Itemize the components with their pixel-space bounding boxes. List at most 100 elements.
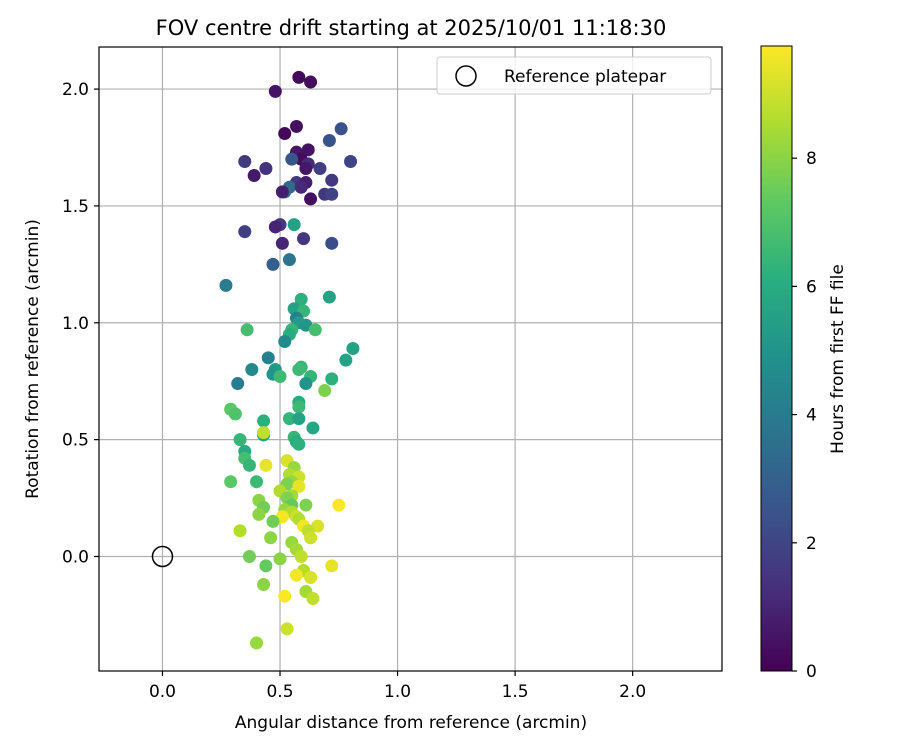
data-point	[266, 257, 280, 271]
chart-title: FOV centre drift starting at 2025/10/01 …	[156, 16, 667, 40]
colorbar-tick-label: 4	[806, 406, 817, 426]
data-point	[304, 571, 318, 585]
x-tick-label: 1.5	[502, 682, 529, 702]
data-point	[306, 592, 320, 606]
data-point	[219, 278, 233, 292]
data-point	[304, 531, 318, 545]
data-point	[325, 187, 339, 201]
data-point	[257, 578, 271, 592]
data-point	[325, 559, 339, 573]
data-point	[292, 400, 306, 414]
legend: Reference platepar	[436, 56, 712, 95]
data-point	[285, 152, 299, 166]
data-point	[280, 622, 294, 636]
data-point	[242, 549, 256, 563]
data-point	[224, 475, 238, 489]
data-point	[259, 458, 273, 472]
data-point	[278, 589, 292, 603]
data-point	[231, 377, 245, 391]
data-point	[344, 155, 358, 169]
data-point	[325, 372, 339, 386]
data-point	[289, 568, 303, 582]
data-point	[346, 341, 360, 355]
data-point	[294, 549, 308, 563]
data-point	[257, 426, 271, 440]
y-tick-label: 1.0	[62, 314, 89, 334]
data-point	[275, 236, 289, 250]
colorbar-tick-label: 6	[806, 277, 817, 297]
data-point	[228, 407, 242, 421]
data-point	[339, 353, 353, 367]
plot-frame	[98, 46, 723, 672]
data-point	[259, 162, 273, 176]
data-point	[306, 421, 320, 435]
colorbar: 0 2 4 6 8 Hours from first FF file	[760, 45, 848, 682]
y-tick-label: 1.5	[62, 197, 89, 217]
data-point	[278, 334, 292, 348]
data-point	[238, 225, 252, 239]
data-point	[240, 323, 254, 337]
y-tick-label: 0.0	[62, 547, 89, 567]
data-point	[233, 433, 247, 447]
colorbar-ticks: 0 2 4 6 8	[792, 149, 817, 682]
data-point	[247, 169, 261, 183]
data-points	[219, 70, 360, 650]
data-point	[287, 218, 301, 232]
data-point	[292, 70, 306, 84]
data-point	[334, 122, 348, 136]
data-point	[332, 498, 346, 512]
colorbar-tick-label: 0	[806, 662, 817, 682]
data-point	[301, 143, 315, 157]
plot-area	[99, 47, 722, 671]
data-point	[245, 363, 259, 377]
data-point	[325, 173, 339, 187]
data-point	[268, 84, 282, 98]
y-axis-ticks: 0.0 0.5 1.0 1.5 2.0	[62, 80, 99, 567]
x-tick-label: 0.5	[266, 682, 293, 702]
data-point	[308, 323, 322, 337]
x-axis-label: Angular distance from reference (arcmin)	[235, 713, 587, 733]
data-point	[294, 292, 308, 306]
data-point	[250, 636, 264, 650]
data-point	[304, 192, 318, 206]
data-point	[325, 236, 339, 250]
data-point	[238, 155, 252, 169]
colorbar-gradient	[760, 45, 793, 672]
data-point	[273, 370, 287, 384]
data-point	[273, 552, 287, 566]
reference-marker	[151, 545, 174, 568]
data-point	[278, 126, 292, 140]
data-point	[282, 412, 296, 426]
data-point	[297, 232, 311, 246]
data-point	[266, 514, 280, 528]
legend-label: Reference platepar	[504, 67, 666, 87]
data-point	[252, 507, 266, 521]
data-point	[313, 162, 327, 176]
colorbar-tick-label: 2	[806, 534, 817, 554]
y-tick-label: 2.0	[62, 80, 89, 100]
x-tick-label: 2.0	[619, 682, 646, 702]
legend-marker-icon	[455, 65, 477, 87]
data-point	[257, 414, 271, 428]
data-point	[233, 524, 247, 538]
data-point	[294, 180, 308, 194]
data-point	[292, 363, 306, 377]
data-point	[299, 377, 313, 391]
data-point	[275, 185, 289, 199]
data-point	[299, 498, 313, 512]
data-point	[282, 253, 296, 267]
data-point	[242, 458, 256, 472]
data-point	[322, 290, 336, 304]
data-point	[318, 384, 332, 398]
data-point	[264, 531, 278, 545]
data-point	[292, 412, 306, 426]
x-tick-label: 0.0	[149, 682, 176, 702]
data-point	[261, 351, 275, 365]
data-point	[299, 162, 313, 176]
data-point	[289, 119, 303, 133]
data-point	[292, 437, 306, 451]
y-axis-label: Rotation from reference (arcmin)	[23, 219, 43, 499]
colorbar-tick-label: 8	[806, 149, 817, 169]
y-tick-label: 0.5	[62, 431, 89, 451]
data-point	[268, 220, 282, 234]
